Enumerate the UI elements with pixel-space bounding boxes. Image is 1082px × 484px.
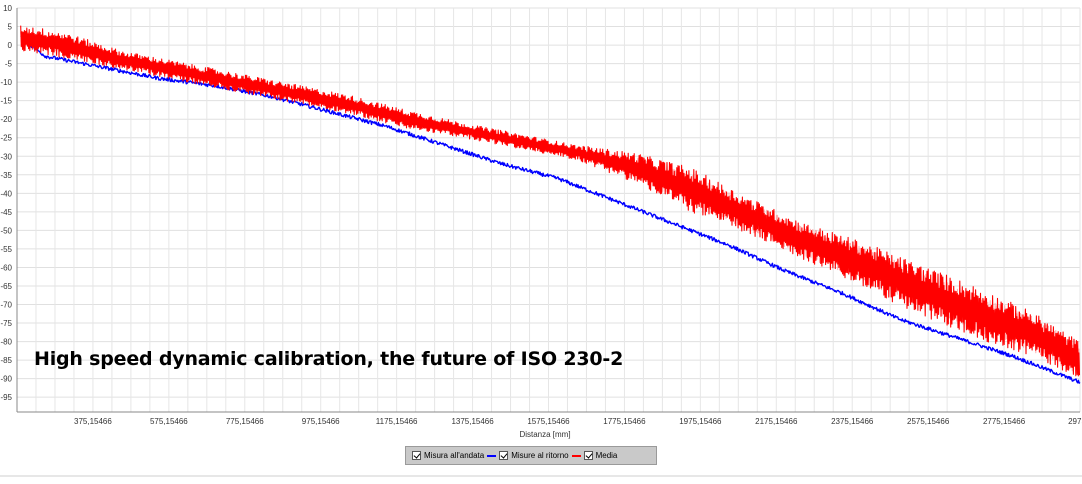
x-axis-label: Distanza [mm] [519, 430, 570, 439]
y-tick-label: 5 [8, 23, 13, 32]
x-tick-label: 1775,15466 [603, 417, 646, 426]
x-tick-label: 1375,15466 [451, 417, 494, 426]
x-tick-label: 2975 [1068, 417, 1082, 426]
x-tick-label: 775,15466 [226, 417, 264, 426]
y-tick-label: -75 [0, 319, 12, 328]
y-tick-label: -5 [5, 60, 13, 69]
x-tick-label: 575,15466 [150, 417, 188, 426]
y-tick-label: -20 [0, 115, 12, 124]
x-tick-label: 1175,15466 [376, 417, 418, 426]
chart-legend: Misura all'andata Misure al ritorno Medi… [405, 446, 657, 465]
y-tick-label: -90 [0, 375, 12, 384]
x-axis: 375,15466 575,15466 775,15466 975,15466 1175… [74, 417, 1082, 426]
y-tick-label: -45 [0, 208, 12, 217]
legend-swatch-red [571, 454, 581, 457]
y-tick-label: -55 [0, 245, 12, 254]
y-tick-label: -50 [0, 226, 12, 235]
legend-label-andata: Misura all'andata [424, 451, 485, 460]
checkbox-icon[interactable] [412, 451, 421, 460]
overlay-title: High speed dynamic calibration, the futu… [34, 348, 624, 370]
checkbox-icon[interactable] [583, 451, 593, 460]
x-tick-label: 2175,15466 [755, 417, 798, 426]
y-tick-label: -80 [0, 338, 12, 347]
x-tick-label: 975,15466 [302, 417, 340, 426]
checkbox-icon[interactable] [499, 451, 509, 460]
legend-item-ritorno[interactable]: Misure al ritorno [499, 451, 581, 460]
legend-label-ritorno: Misure al ritorno [511, 451, 569, 460]
x-tick-label: 2775,15466 [983, 417, 1026, 426]
y-tick-label: -60 [0, 263, 12, 272]
y-tick-label: -85 [0, 356, 12, 365]
series-line-andata [20, 25, 1081, 377]
legend-swatch-blue [487, 454, 497, 457]
y-tick-label: -35 [0, 171, 12, 180]
x-tick-label: 2375,15466 [831, 417, 874, 426]
y-tick-label: -10 [0, 78, 12, 87]
y-tick-label: -70 [0, 301, 12, 310]
y-tick-label: -25 [0, 134, 12, 143]
legend-label-media: Media [595, 451, 618, 460]
y-tick-label: -30 [0, 152, 12, 161]
x-tick-label: 1975,15466 [679, 417, 722, 426]
x-tick-label: 375,15466 [74, 417, 112, 426]
y-tick-label: -95 [0, 393, 12, 402]
y-tick-label: 10 [3, 4, 12, 13]
legend-item-andata[interactable]: Misura all'andata [412, 451, 497, 460]
legend-item-media[interactable]: Media [583, 451, 618, 460]
y-tick-label: -65 [0, 282, 12, 291]
x-tick-label: 2575,15466 [907, 417, 950, 426]
y-tick-label: -15 [0, 97, 12, 106]
x-tick-label: 1575,15466 [527, 417, 570, 426]
y-axis: 10 5 0 -5 -10 -15 -20 -25 -30 -35 -40 -45 -50 -55 -60 -… [0, 4, 12, 402]
y-tick-label: -40 [0, 189, 12, 198]
chart-series [20, 25, 1081, 384]
y-tick-label: 0 [8, 41, 13, 50]
chart-grid [17, 7, 1081, 412]
